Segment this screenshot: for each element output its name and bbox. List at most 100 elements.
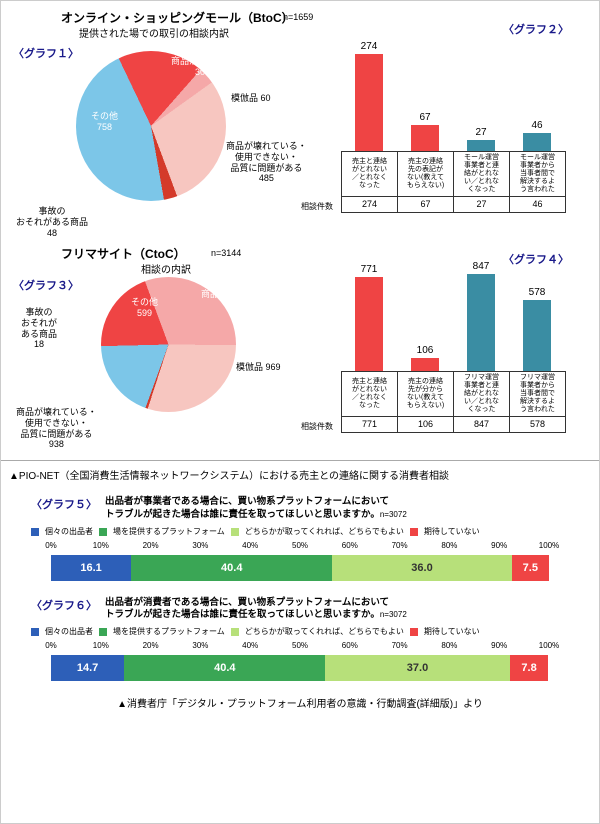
stack-segment: 40.4 <box>124 655 325 681</box>
legend-item: 期待していない <box>410 526 480 537</box>
bars-btoc: 274672746 <box>341 31 565 151</box>
value-cell: 578 <box>510 417 566 432</box>
axis-tick: 50% <box>292 541 308 550</box>
bar <box>355 277 383 371</box>
swatch-icon <box>410 528 418 536</box>
legend-graph5: 個々の出品者場を提供するプラットフォームどちらかが取ってくれれば、どちらでもよい… <box>31 526 569 537</box>
legend-item: 場を提供するプラットフォーム <box>99 626 225 637</box>
section-graph5: 〈グラフ５〉 出品者が事業者である場合に、買い物系プラットフォームにおいて トラ… <box>1 488 599 589</box>
bar <box>411 358 439 371</box>
pie-label: 模倣品 60 <box>231 93 271 104</box>
category-cell: 売主の連絡 先が分から ない(教えて もらえない) <box>398 372 454 417</box>
bar-col: 67 <box>397 41 453 151</box>
stack-segment: 7.8 <box>510 655 549 681</box>
legend-graph6: 個々の出品者場を提供するプラットフォームどちらかが取ってくれれば、どちらでもよい… <box>31 626 569 637</box>
bars-ctoc: 771 106 847 578 <box>341 261 565 371</box>
title-btoc: オンライン・ショッピングモール（BtoC） <box>61 9 294 26</box>
subtitle-ctoc: 相談の内訳 <box>141 261 191 276</box>
caption-pionet: ▲PIO-NET（全国消費生活情報ネットワークシステム）における売主との連絡に関… <box>1 461 599 488</box>
category-cell: フリマ運営 事業者から 当事者間で 解決するよ う言われた <box>510 372 566 417</box>
graph3-label: 〈グラフ３〉 <box>13 277 79 293</box>
bar-value: 46 <box>531 120 542 131</box>
pie-label: 商品が壊れている・ 使用できない・ 品質に問題がある 938 <box>16 407 97 450</box>
stack-segment: 36.0 <box>332 555 511 581</box>
stack-segment: 7.5 <box>512 555 549 581</box>
pie-btoc: その他 758商品が届かない 308模倣品 60商品が壊れている・ 使用できない… <box>76 51 226 201</box>
axis-tick: 0% <box>45 641 57 650</box>
graph6-title: 出品者が消費者である場合に、買い物系プラットフォームにおいて トラブルが起きた場… <box>105 597 569 623</box>
row-label: 相談件数 <box>301 421 333 432</box>
swatch-icon <box>99 628 107 636</box>
value-cell: 67 <box>398 197 454 212</box>
axis-tick: 100% <box>539 641 559 650</box>
legend-item: 期待していない <box>410 626 480 637</box>
axis-tick: 40% <box>242 641 258 650</box>
value-cell: 847 <box>454 417 510 432</box>
bar-value: 67 <box>419 112 430 123</box>
table-ctoc: 売主と連絡 がとれない ／とれなく なった売主の連絡 先が分から ない(教えて … <box>341 371 566 433</box>
section-btoc: オンライン・ショッピングモール（BtoC） n=1659 提供された場での取引の… <box>1 1 599 241</box>
title-ctoc: フリマサイト（CtoC） <box>61 245 186 262</box>
stack-segment: 40.4 <box>131 555 332 581</box>
subtitle-btoc: 提供された場での取引の相談内訳 <box>79 25 229 40</box>
bar <box>467 140 495 151</box>
swatch-icon <box>31 628 39 636</box>
axis-tick: 10% <box>93 541 109 550</box>
axis-tick: 60% <box>342 541 358 550</box>
bar <box>467 274 495 371</box>
graph5-label: 〈グラフ５〉 <box>31 496 97 512</box>
category-cell: 売主の連絡 先の表記が ない(教えて もらえない) <box>398 152 454 197</box>
stack-segment: 14.7 <box>51 655 124 681</box>
graph1-label: 〈グラフ１〉 <box>13 45 79 61</box>
legend-item: 場を提供するプラットフォーム <box>99 526 225 537</box>
n-btoc: n=1659 <box>283 12 313 22</box>
legend-item: どちらかが取ってくれれば、どちらでもよい <box>231 626 404 637</box>
pie-label: その他 758 <box>91 111 118 133</box>
legend-item: 個々の出品者 <box>31 626 93 637</box>
value-cell: 771 <box>342 417 398 432</box>
caption-source: ▲消費者庁「デジタル・プラットフォーム利用者の意識・行動調査(詳細版)」より <box>1 689 599 716</box>
pie-ctoc: その他 599商品が届かない 620模倣品 969商品が壊れている・ 使用できな… <box>101 277 236 412</box>
axis-tick: 20% <box>143 541 159 550</box>
axis-tick: 100% <box>539 541 559 550</box>
stackbar-graph5: 16.140.436.07.5 <box>51 555 549 581</box>
axis-tick: 20% <box>143 641 159 650</box>
bar <box>355 54 383 151</box>
category-cell: 売主と連絡 がとれない ／とれなく なった <box>342 372 398 417</box>
pie-label: 商品が届かない 308 <box>171 56 234 78</box>
row-label: 相談件数 <box>301 201 333 212</box>
bar-col: 106 <box>397 261 453 371</box>
bar <box>523 133 551 151</box>
pie-label: その他 599 <box>131 297 158 319</box>
axis-tick: 80% <box>441 541 457 550</box>
swatch-icon <box>231 628 239 636</box>
pie-label: 商品が届かない 620 <box>201 289 264 311</box>
n-ctoc: n=3144 <box>211 248 241 258</box>
axis-tick: 50% <box>292 641 308 650</box>
value-cell: 46 <box>510 197 566 212</box>
swatch-icon <box>410 628 418 636</box>
axis-tick: 70% <box>392 541 408 550</box>
graph6-label: 〈グラフ６〉 <box>31 597 97 613</box>
section-graph6: 〈グラフ６〉 出品者が消費者である場合に、買い物系プラットフォームにおいて トラ… <box>1 589 599 690</box>
swatch-icon <box>31 528 39 536</box>
axis-tick: 30% <box>192 541 208 550</box>
pie-label: 事故の おそれがある商品 48 <box>16 206 88 238</box>
bar-col: 578 <box>509 261 565 371</box>
axis-tick: 70% <box>392 641 408 650</box>
bar-col: 771 <box>341 261 397 371</box>
bar-value: 106 <box>417 345 434 356</box>
axis-tick: 30% <box>192 641 208 650</box>
stack-segment: 16.1 <box>51 555 131 581</box>
swatch-icon <box>99 528 107 536</box>
legend-item: 個々の出品者 <box>31 526 93 537</box>
pie-label: 事故の おそれが ある商品 18 <box>21 307 57 350</box>
bar-value: 771 <box>361 264 378 275</box>
bar-value: 27 <box>475 127 486 138</box>
bar <box>411 125 439 151</box>
axis-tick: 80% <box>441 641 457 650</box>
stackbar-graph6: 14.740.437.07.8 <box>51 655 549 681</box>
bar-col: 27 <box>453 41 509 151</box>
pie-label: 商品が壊れている・ 使用できない・ 品質に問題がある 485 <box>226 141 307 184</box>
bar-value: 847 <box>473 261 490 272</box>
